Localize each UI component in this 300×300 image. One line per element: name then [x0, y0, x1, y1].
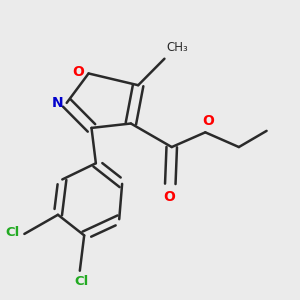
Text: Cl: Cl — [74, 275, 88, 288]
Text: O: O — [163, 190, 175, 204]
Text: CH₃: CH₃ — [166, 41, 188, 54]
Text: Cl: Cl — [6, 226, 20, 239]
Text: N: N — [52, 96, 64, 110]
Text: O: O — [72, 65, 84, 79]
Text: O: O — [202, 114, 214, 128]
